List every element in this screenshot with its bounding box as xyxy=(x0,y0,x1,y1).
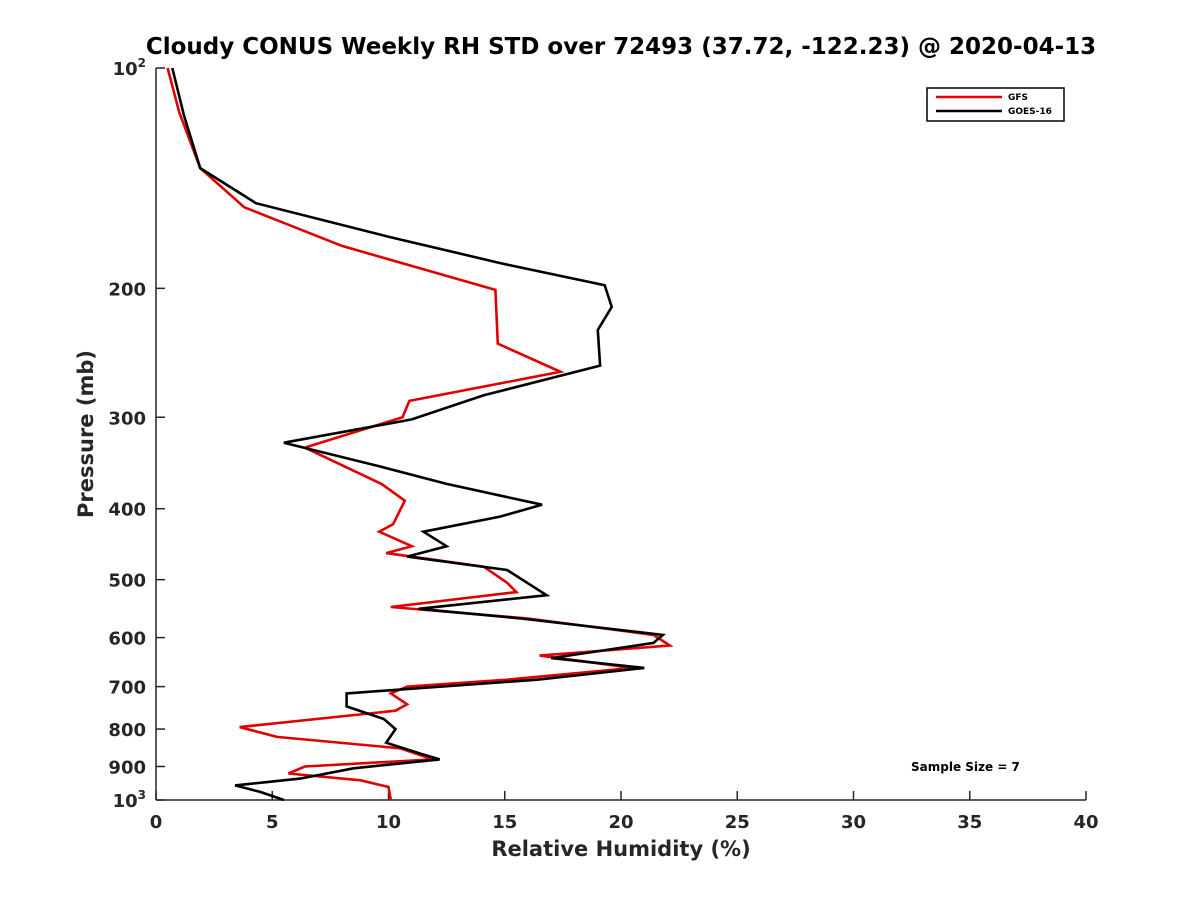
y-tick-label: 700 xyxy=(108,678,146,699)
y-tick-label: 300 xyxy=(108,408,146,429)
x-tick-label: 40 xyxy=(1073,812,1098,833)
y-tick-exponent: 3 xyxy=(138,788,146,802)
x-tick-label: 5 xyxy=(266,812,279,833)
legend-box xyxy=(926,87,1065,122)
x-tick-label: 30 xyxy=(841,812,866,833)
x-tick-label: 25 xyxy=(725,812,750,833)
y-tick-label: 500 xyxy=(108,571,146,592)
x-tick-label: 20 xyxy=(608,812,633,833)
series-line-gfs xyxy=(166,67,674,801)
y-tick-label: 600 xyxy=(108,629,146,650)
y-tick-label: 103 xyxy=(113,788,146,812)
y-tick-label: 800 xyxy=(108,720,146,741)
y-tick-label: 900 xyxy=(108,758,146,779)
y-tick-base: 10 xyxy=(113,791,138,812)
x-ticks: 0 5 10 15 20 25 30 35 40 xyxy=(150,791,1099,833)
x-axis-label: Relative Humidity (%) xyxy=(491,837,750,861)
y-tick-label: 400 xyxy=(108,500,146,521)
y-axis-label: Pressure (mb) xyxy=(74,350,98,518)
legend-label-gfs: GFS xyxy=(1008,93,1028,103)
y-tick-label: 102 xyxy=(113,56,146,80)
y-tick-base: 10 xyxy=(113,59,138,80)
x-tick-label: 15 xyxy=(492,812,517,833)
legend: GFS GOES-16 xyxy=(926,87,1065,122)
series-lines xyxy=(166,67,674,802)
chart-title: Cloudy CONUS Weekly RH STD over 72493 (3… xyxy=(146,34,1096,60)
legend-label-goes-16: GOES-16 xyxy=(1008,107,1052,117)
x-tick-label: 10 xyxy=(376,812,401,833)
plot-area: 0 5 10 15 20 25 30 35 40 10220030040050060070080… xyxy=(108,56,1098,833)
y-tick-exponent: 2 xyxy=(138,56,146,70)
sample-size-annotation: Sample Size = 7 xyxy=(911,760,1020,774)
x-tick-label: 0 xyxy=(150,812,163,833)
series-line-goes-16 xyxy=(171,67,667,802)
y-tick-label: 200 xyxy=(108,279,146,300)
x-tick-label: 35 xyxy=(957,812,982,833)
